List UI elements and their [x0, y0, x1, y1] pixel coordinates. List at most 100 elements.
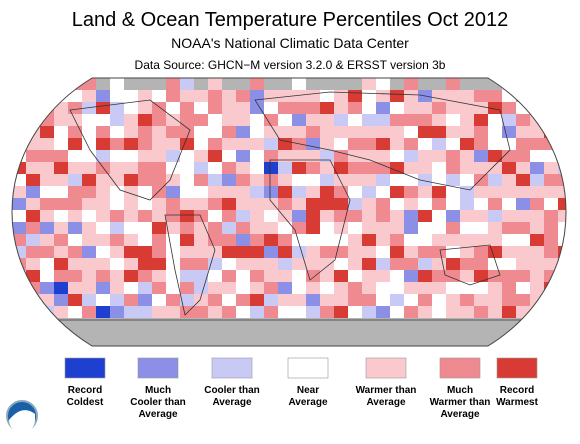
map-cell — [278, 174, 293, 187]
map-cell — [404, 210, 419, 223]
map-cell — [96, 198, 111, 211]
map-cell — [194, 342, 209, 346]
map-cell — [404, 114, 419, 127]
map-cell — [82, 234, 97, 247]
map-cell — [474, 222, 489, 235]
map-cell — [264, 234, 279, 247]
map-cell — [166, 186, 181, 199]
map-cell — [544, 306, 559, 319]
map-cell — [264, 258, 279, 271]
map-cell — [334, 126, 349, 139]
map-cell — [530, 102, 545, 115]
map-cell — [320, 246, 335, 259]
map-cell — [54, 330, 69, 343]
map-cell — [264, 162, 279, 175]
map-cell — [194, 222, 209, 235]
map-cell — [166, 246, 181, 259]
map-cell — [222, 246, 237, 259]
map-cell — [320, 198, 335, 211]
map-cell — [404, 306, 419, 319]
map-cell — [432, 306, 447, 319]
map-cell — [306, 270, 321, 283]
map-cell — [180, 270, 195, 283]
map-cell — [68, 270, 83, 283]
map-cell — [40, 138, 55, 151]
map-cell — [138, 150, 153, 163]
map-cell — [362, 246, 377, 259]
map-cell — [12, 282, 27, 295]
map-cell — [502, 126, 517, 139]
map-cell — [222, 234, 237, 247]
map-cell — [222, 306, 237, 319]
map-cell — [460, 150, 475, 163]
map-cell — [82, 90, 97, 103]
map-cell — [82, 114, 97, 127]
map-cell — [250, 150, 265, 163]
map-cell — [348, 90, 363, 103]
map-cell — [544, 162, 559, 175]
map-cell — [334, 114, 349, 127]
map-cell — [250, 270, 265, 283]
map-cell — [236, 246, 251, 259]
map-cell — [110, 90, 125, 103]
map-cell — [26, 198, 41, 211]
map-cell — [166, 282, 181, 295]
map-cell — [474, 234, 489, 247]
map-cell — [488, 210, 503, 223]
map-cell — [502, 162, 517, 175]
map-cell — [82, 126, 97, 139]
map-cell — [558, 186, 566, 199]
map-cell — [334, 342, 349, 346]
map-cell — [390, 186, 405, 199]
legend-swatch — [365, 357, 407, 379]
map-cell — [558, 306, 566, 319]
map-cell — [68, 78, 83, 91]
map-cell — [488, 174, 503, 187]
map-cell — [348, 318, 363, 331]
map-cell — [110, 210, 125, 223]
map-cell — [390, 342, 405, 346]
map-cell — [530, 78, 545, 91]
map-cell — [292, 210, 307, 223]
map-cell — [54, 270, 69, 283]
map-cell — [40, 246, 55, 259]
map-cell — [530, 198, 545, 211]
map-cell — [236, 138, 251, 151]
map-cell — [460, 102, 475, 115]
map-cell — [26, 246, 41, 259]
map-cell — [208, 114, 223, 127]
map-cell — [278, 138, 293, 151]
map-cell — [68, 186, 83, 199]
map-cell — [264, 186, 279, 199]
map-cell — [376, 294, 391, 307]
noaa-logo — [6, 400, 38, 433]
map-cell — [488, 294, 503, 307]
map-cell — [152, 150, 167, 163]
map-cell — [530, 330, 545, 343]
map-cell — [194, 306, 209, 319]
map-cell — [446, 186, 461, 199]
map-cell — [138, 102, 153, 115]
map-cell — [54, 78, 69, 91]
map-cell — [208, 210, 223, 223]
map-cell — [194, 330, 209, 343]
map-cell — [376, 90, 391, 103]
map-cell — [110, 330, 125, 343]
map-cell — [460, 126, 475, 139]
map-cell — [278, 210, 293, 223]
map-cell — [446, 126, 461, 139]
map-cell — [530, 222, 545, 235]
map-cell — [278, 294, 293, 307]
map-cell — [82, 186, 97, 199]
map-cell — [306, 282, 321, 295]
map-cell — [12, 150, 27, 163]
map-cell — [208, 234, 223, 247]
map-cell — [138, 162, 153, 175]
map-cell — [110, 114, 125, 127]
map-cell — [194, 114, 209, 127]
map-cell — [320, 162, 335, 175]
map-cell — [362, 258, 377, 271]
map-cell — [306, 246, 321, 259]
map-cell — [26, 114, 41, 127]
map-cell — [460, 330, 475, 343]
